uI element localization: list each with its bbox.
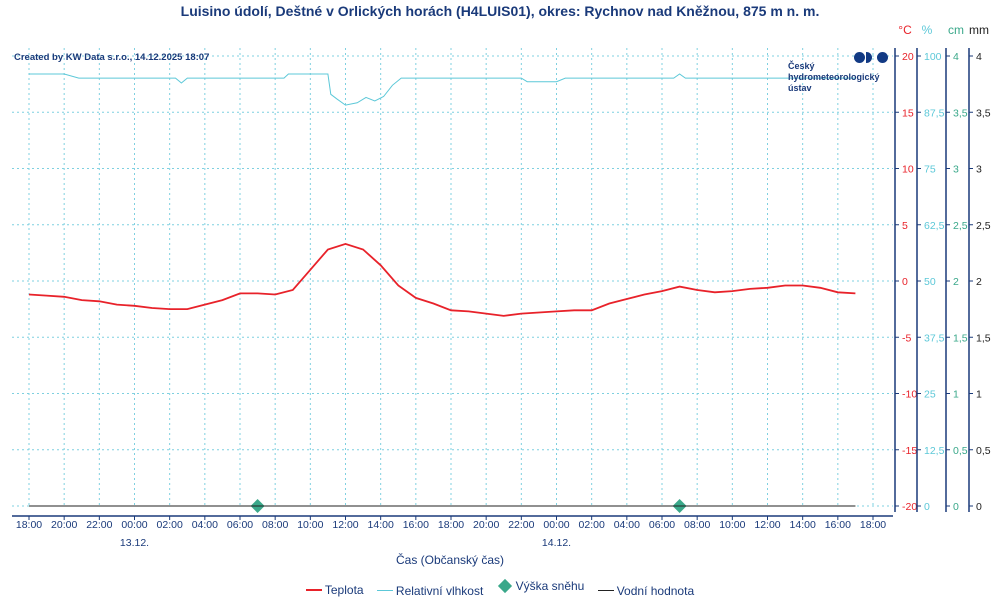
x-tick-label: 10:00 — [297, 519, 323, 531]
legend-swatch — [597, 590, 614, 591]
y-tick-label: 1 — [953, 389, 959, 401]
y-tick-label: 3,5 — [953, 107, 968, 119]
series-line-1 — [29, 73, 856, 106]
legend-item-humidity[interactable]: Relativní vlhkost — [376, 583, 484, 598]
y-tick-label: 3 — [976, 164, 982, 176]
x-tick-label: 04:00 — [192, 519, 218, 531]
logo-line: ústav — [788, 83, 812, 93]
y-tick-label: 0 — [924, 501, 930, 513]
y-tick-label: 0 — [953, 501, 959, 513]
date-label: 14.12. — [542, 537, 571, 549]
y-tick-label: 50 — [924, 276, 936, 288]
y-axis-unit: mm — [969, 23, 989, 37]
x-tick-label: 20:00 — [473, 519, 499, 531]
y-tick-label: 10 — [902, 164, 914, 176]
x-tick-label: 00:00 — [121, 519, 147, 531]
legend-label: Teplota — [324, 583, 364, 597]
x-tick-label: 20:00 — [51, 519, 77, 531]
y-tick-label: -15 — [902, 445, 917, 457]
x-tick-label: 12:00 — [754, 519, 780, 531]
logo-line: hydrometeorologický — [788, 72, 880, 82]
y-tick-label: 0 — [976, 501, 982, 513]
x-axis-title: Čas (Občanský čas) — [396, 552, 504, 567]
x-tick-label: 06:00 — [649, 519, 675, 531]
chart-title: Luisino údolí, Deštné v Orlických horách… — [180, 3, 820, 19]
x-tick-label: 16:00 — [403, 519, 429, 531]
y-tick-label: 37,5 — [924, 332, 945, 344]
y-tick-label: 20 — [902, 51, 914, 63]
x-tick-label: 18:00 — [16, 519, 42, 531]
y-tick-label: 87,5 — [924, 107, 945, 119]
y-tick-label: 0,5 — [976, 445, 991, 457]
y-tick-label: 3,5 — [976, 107, 991, 119]
y-tick-label: 12,5 — [924, 445, 945, 457]
y-tick-label: 4 — [953, 51, 959, 63]
credit-text: Created by KW Data s.r.o., 14.12.2025 18… — [14, 52, 210, 63]
series-line-0 — [28, 242, 856, 317]
y-tick-label: 1 — [976, 389, 982, 401]
diamond-icon — [497, 578, 512, 594]
y-tick-label: 25 — [924, 389, 936, 401]
y-tick-label: 1,5 — [953, 332, 968, 344]
y-tick-label: 4 — [976, 51, 982, 63]
y-tick-label: 100 — [924, 51, 942, 63]
y-tick-label: 2 — [976, 276, 982, 288]
x-tick-label: 12:00 — [332, 519, 358, 531]
y-tick-label: -5 — [902, 332, 911, 344]
y-axis-unit: cm — [948, 23, 964, 37]
legend-swatch — [376, 590, 393, 591]
x-tick-label: 10:00 — [719, 519, 745, 531]
y-tick-label: 0,5 — [953, 445, 968, 457]
x-tick-label: 04:00 — [614, 519, 640, 531]
y-tick-label: 2,5 — [953, 220, 968, 232]
y-tick-label: 75 — [924, 164, 936, 176]
legend-item-water[interactable]: Vodní hodnota — [597, 583, 695, 598]
date-label: 13.12. — [120, 537, 149, 549]
y-tick-label: 15 — [902, 107, 914, 119]
x-tick-label: 18:00 — [860, 519, 886, 531]
y-tick-label: 3 — [953, 164, 959, 176]
legend: Teplota Relativní vlhkost Výška sněhu Vo… — [0, 578, 1000, 598]
legend-label: Relativní vlhkost — [395, 583, 484, 598]
x-tick-label: 02:00 — [579, 519, 605, 531]
legend-item-snow[interactable]: Výška sněhu — [497, 578, 585, 594]
legend-item-temperature[interactable]: Teplota — [305, 583, 364, 597]
y-tick-label: 2 — [953, 276, 959, 288]
logo-line: Český — [788, 61, 815, 71]
y-tick-label: 1,5 — [976, 332, 991, 344]
y-tick-label: 0 — [902, 276, 908, 288]
x-tick-label: 16:00 — [825, 519, 851, 531]
y-tick-label: 2,5 — [976, 220, 991, 232]
legend-label: Výška sněhu — [515, 579, 585, 593]
y-tick-label: 5 — [902, 220, 908, 232]
y-tick-label: -20 — [902, 501, 917, 513]
y-axis-unit: % — [922, 23, 933, 37]
x-tick-label: 06:00 — [227, 519, 253, 531]
x-tick-label: 22:00 — [86, 519, 112, 531]
x-tick-label: 02:00 — [157, 519, 183, 531]
x-tick-label: 18:00 — [438, 519, 464, 531]
legend-swatch — [305, 589, 322, 591]
y-tick-label: 62,5 — [924, 220, 945, 232]
legend-label: Vodní hodnota — [616, 583, 695, 598]
x-tick-label: 14:00 — [368, 519, 394, 531]
x-tick-label: 08:00 — [262, 519, 288, 531]
y-axis-unit: °C — [898, 23, 912, 37]
y-tick-label: -10 — [902, 389, 917, 401]
x-tick-label: 14:00 — [790, 519, 816, 531]
x-tick-label: 00:00 — [543, 519, 569, 531]
x-tick-label: 22:00 — [508, 519, 534, 531]
x-tick-label: 08:00 — [684, 519, 710, 531]
